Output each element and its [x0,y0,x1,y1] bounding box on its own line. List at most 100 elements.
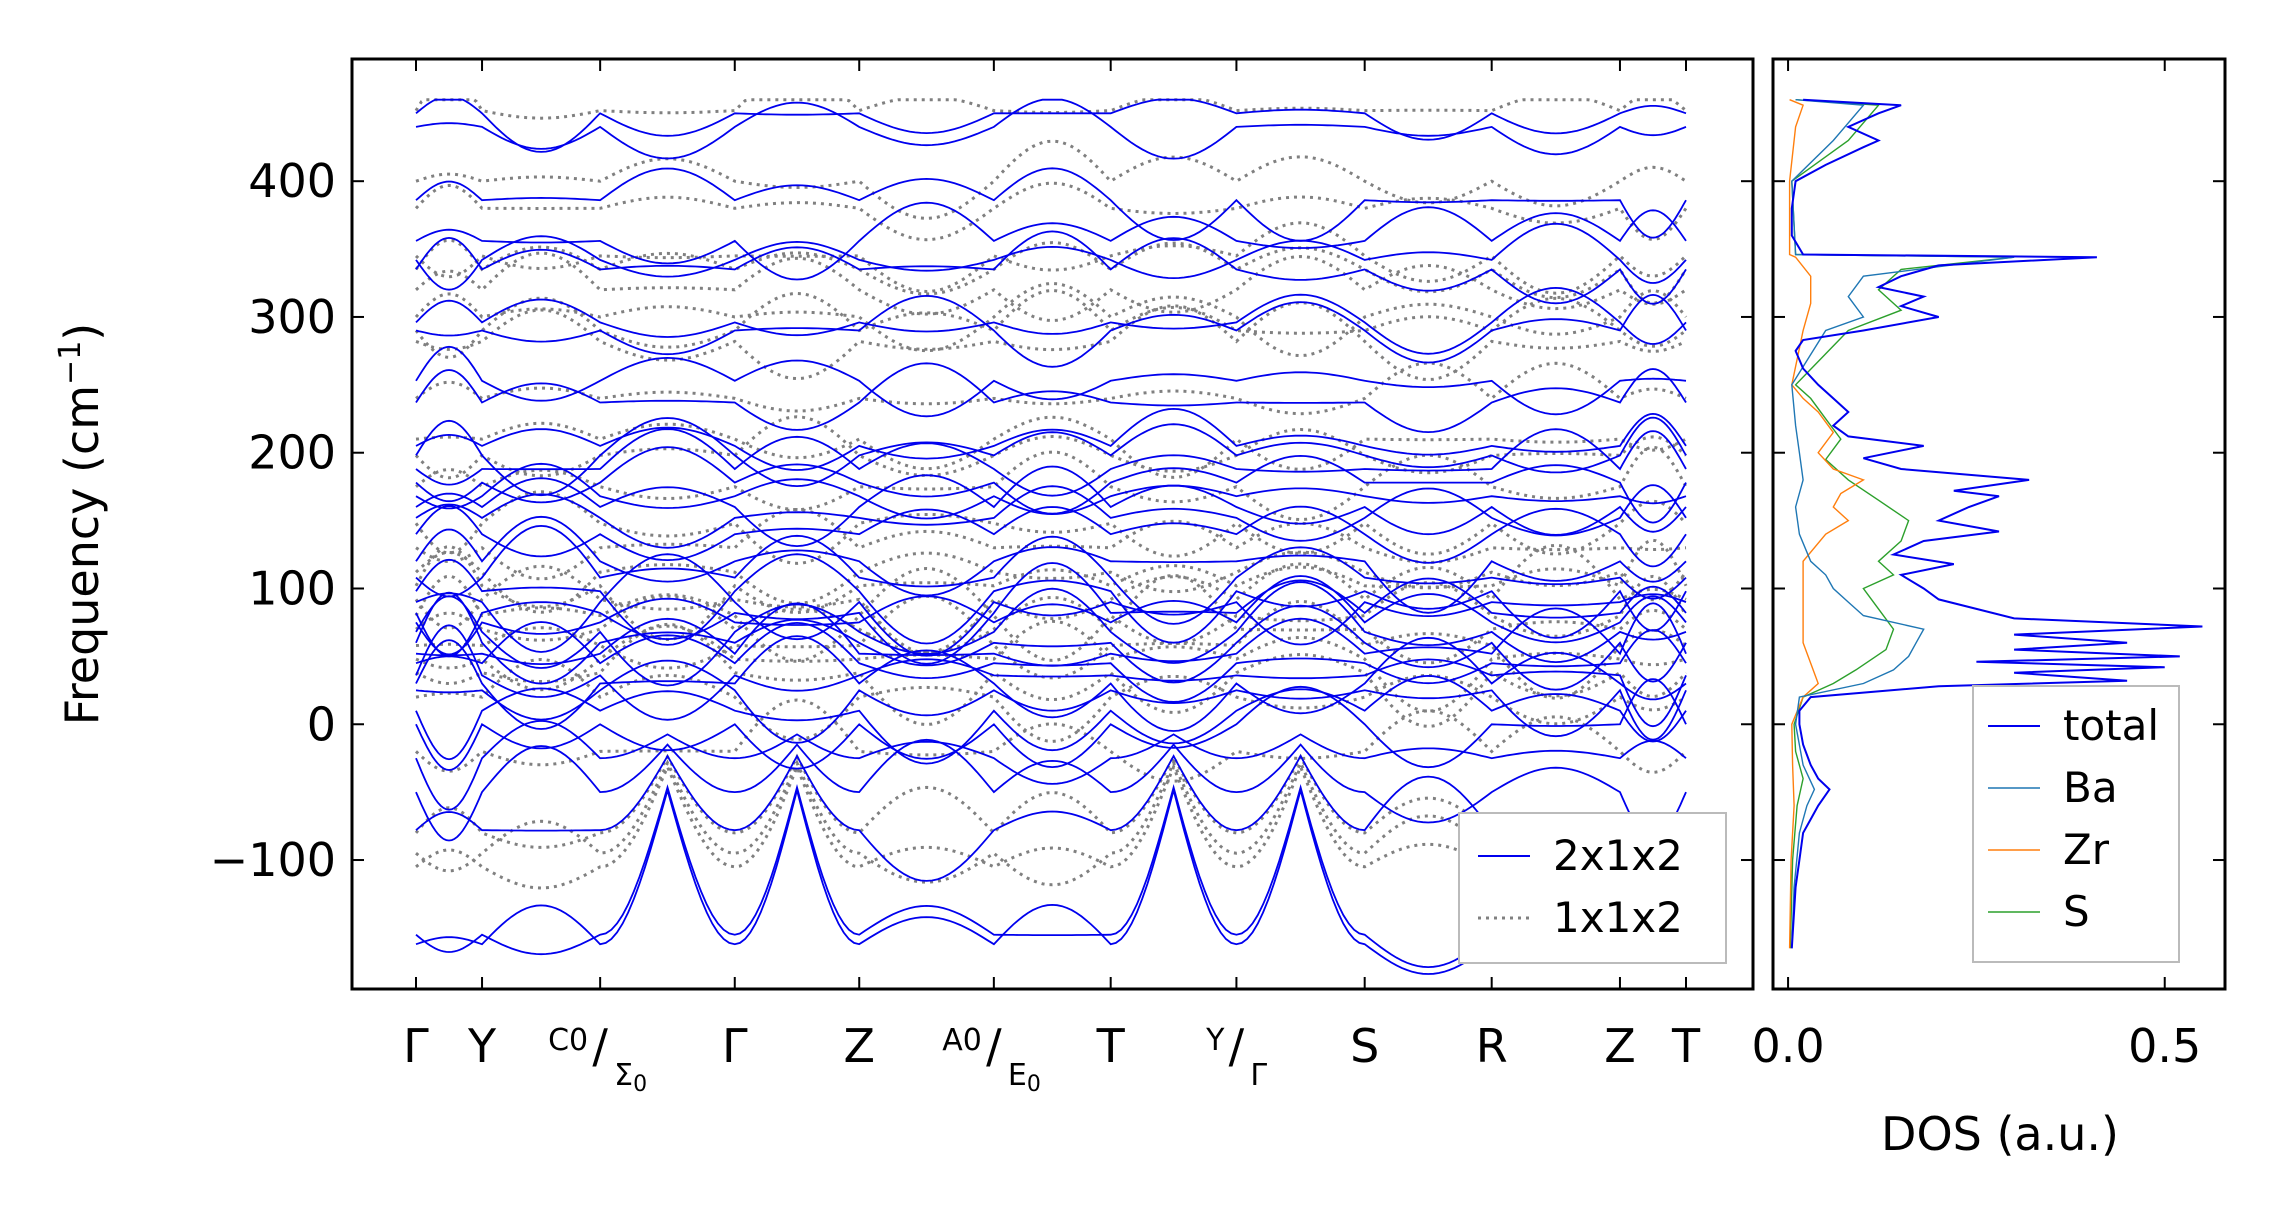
dos-lines-group [1788,98,2203,949]
dos-x-ticks: 0.0 0.5 [1751,59,2201,1073]
band-line-2x1x2 [415,286,1687,355]
band-line-2x1x2 [415,98,1687,153]
band-legend-box [1458,812,1727,964]
band-line-2x1x2 [415,446,1687,524]
k-label: Z [1604,1019,1636,1073]
k-label: S [1350,1019,1379,1073]
k-label: T [1096,1019,1126,1073]
y-tick-label: 200 [248,426,336,480]
band-line-2x1x2 [415,345,1687,418]
dos-line-zr [1788,99,1866,949]
band-line-1x1x2 [414,98,1687,120]
band-line-2x1x2 [415,524,1687,625]
band-line-2x1x2 [415,674,1687,765]
band-line-2x1x2 [415,624,1687,728]
dos-line-ba [1791,99,2015,949]
k-point-label: Y/Γ [1205,1019,1267,1093]
band-line-1x1x2 [414,221,1688,295]
band-line-2x1x2 [415,635,1687,732]
band-line-2x1x2 [415,738,1687,842]
band-line-1x1x2 [415,361,1687,416]
y-axis-label-main: Frequency (cm [55,385,109,725]
k-label-top: Y [1205,1023,1225,1058]
legend-label-total: total [2063,701,2159,750]
k-label: Γ [403,1019,429,1073]
k-label-slash: / [1229,1019,1245,1073]
k-point-label: A0/E0 [942,1019,1041,1097]
k-point-label: C0/Σ0 [548,1019,647,1097]
k-point-label: Γ [403,1019,429,1073]
y-axis-label-sup: −1 [53,341,88,385]
legend-label-1x1x2: 1x1x2 [1553,893,1683,942]
band-line-2x1x2 [415,416,1687,497]
band-line-1x1x2 [414,538,1688,642]
band-line-2x1x2 [415,222,1687,291]
band-line-2x1x2 [415,581,1687,687]
k-label-bottom-sub: 0 [1027,1072,1041,1097]
dos-x-tick-label: 0.5 [2128,1019,2201,1073]
k-label-bottom: Σ0 [614,1058,647,1097]
band-line-1x1x2 [415,139,1687,220]
band-line-1x1x2 [415,415,1687,479]
band-x-ticks: Γ Y C0/Σ0Γ Z A0/E0T Y/ΓS R Z T [403,59,1701,1097]
dos-y-ticks [1773,180,2225,862]
k-point-label: T [1096,1019,1126,1073]
dos-panel: 0.0 0.5 DOS (a.u.) total Ba Zr S [1751,57,2227,1161]
band-line-1x1x2 [414,543,1687,655]
y-tick-label: 0 [307,697,336,751]
dos-line-total [1790,98,2203,949]
y-axis-label-close: ) [55,323,109,341]
y-tick-label: −100 [210,833,336,887]
dos-x-tick-label: 0.0 [1751,1019,1824,1073]
band-line-2x1x2 [415,591,1687,691]
band-line-1x1x2 [415,622,1688,728]
dos-legend-box [1972,685,2180,963]
band-axes-frame [350,57,1755,991]
k-point-label: Y [467,1019,497,1073]
legend-label-zr: Zr [2063,825,2110,874]
band-line-2x1x2 [415,719,1687,811]
band-line-2x1x2 [415,515,1687,614]
band-line-1x1x2 [415,301,1687,382]
k-label-slash: / [986,1019,1002,1073]
band-line-1x1x2 [415,445,1688,522]
legend-label-2x1x2: 2x1x2 [1553,831,1683,880]
k-point-label: Z [1604,1019,1636,1073]
band-line-2x1x2 [415,98,1687,160]
band-line-2x1x2 [415,362,1687,434]
band-line-2x1x2 [415,659,1687,744]
band-line-2x1x2 [415,602,1687,667]
y-tick-label: 400 [248,154,336,208]
band-line-1x1x2 [415,594,1687,700]
band-line-2x1x2 [415,484,1687,549]
band-line-1x1x2 [414,566,1688,663]
k-point-label: R [1476,1019,1508,1073]
k-label-slash: / [592,1019,608,1073]
y-axis-label: Frequency (cm−1) [53,323,109,726]
band-line-1x1x2 [414,490,1688,565]
legend-label-ba: Ba [2063,763,2118,812]
band-line-1x1x2 [415,657,1687,743]
band-line-1x1x2 [414,238,1688,305]
dos-axes-frame [1771,57,2227,991]
k-label-top: A0 [942,1023,982,1058]
k-label: R [1476,1019,1508,1073]
k-label: T [1671,1019,1701,1073]
band-legend: 2x1x2 1x1x2 [1458,812,1727,964]
k-label: Y [467,1019,497,1073]
band-line-2x1x2 [415,407,1687,471]
k-point-label: Z [843,1019,875,1073]
band-line-1x1x2 [415,759,1687,897]
k-label-bottom: E0 [1008,1058,1041,1097]
band-line-1x1x2 [415,762,1688,890]
band-line-1x1x2 [415,251,1687,323]
band-y-ticks: −100 0 100 200 300 400 [210,154,1753,887]
k-label-bottom: Γ [1250,1058,1267,1093]
dos-x-axis-label: DOS (a.u.) [1881,1107,2119,1161]
k-label-bottom-sub: 0 [633,1072,647,1097]
band-line-2x1x2 [415,167,1687,242]
band-line-2x1x2 [415,230,1687,305]
band-line-1x1x2 [414,550,1688,614]
